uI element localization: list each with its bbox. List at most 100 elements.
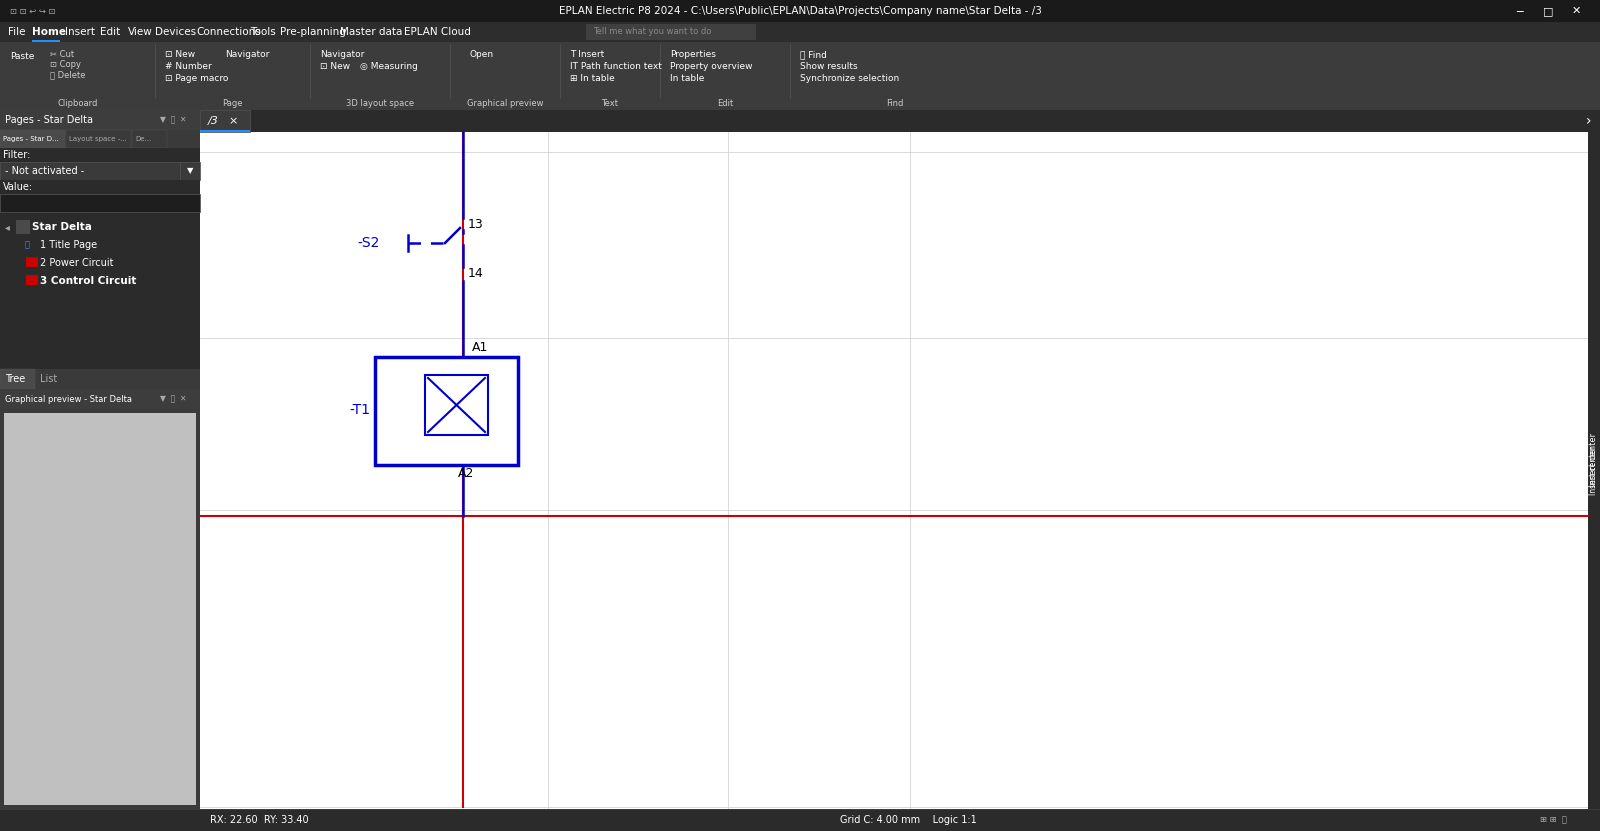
Text: In table: In table <box>670 74 704 83</box>
Bar <box>200 110 1600 132</box>
Text: 13: 13 <box>467 218 483 231</box>
Text: 🔍 Find: 🔍 Find <box>800 50 827 59</box>
Text: Master data: Master data <box>339 27 402 37</box>
Bar <box>32 40 61 42</box>
Bar <box>0 180 200 194</box>
Text: Properties: Properties <box>670 50 715 59</box>
Text: Graphical preview: Graphical preview <box>467 100 544 109</box>
Bar <box>0 42 1600 110</box>
Text: A2: A2 <box>458 467 474 480</box>
Text: File: File <box>8 27 26 37</box>
Bar <box>0 194 200 212</box>
Text: Text: Text <box>602 100 619 109</box>
Bar <box>26 275 38 285</box>
Text: ◎ Measuring: ◎ Measuring <box>360 62 418 71</box>
Text: 🔷: 🔷 <box>26 240 30 249</box>
Bar <box>131 130 166 148</box>
Text: Insert: Insert <box>66 27 94 37</box>
Text: ⊡ Page macro: ⊡ Page macro <box>165 74 229 83</box>
Text: EPLAN Cloud: EPLAN Cloud <box>403 27 470 37</box>
Text: Filter:: Filter: <box>3 150 30 160</box>
Text: 3D layout space: 3D layout space <box>346 100 414 109</box>
Text: Paste: Paste <box>10 52 34 61</box>
Text: Page: Page <box>222 100 243 109</box>
Text: ›: › <box>1586 114 1592 128</box>
Bar <box>179 162 200 180</box>
Bar <box>16 220 30 234</box>
Text: ×: × <box>229 116 237 126</box>
Text: Find: Find <box>886 100 904 109</box>
Bar <box>0 369 200 389</box>
Text: ▼: ▼ <box>187 166 194 175</box>
Text: Star Delta: Star Delta <box>32 222 91 232</box>
Bar <box>0 130 200 148</box>
Bar <box>374 357 518 465</box>
Text: ◂: ◂ <box>5 222 10 232</box>
Bar <box>0 214 200 369</box>
Text: Devices: Devices <box>155 27 197 37</box>
Text: Grid C: 4.00 mm    Logic 1:1: Grid C: 4.00 mm Logic 1:1 <box>840 815 976 825</box>
Text: IT Path function text: IT Path function text <box>570 62 662 71</box>
Bar <box>0 110 200 831</box>
Text: Show results: Show results <box>800 62 858 71</box>
Bar <box>0 389 200 409</box>
Text: A1: A1 <box>472 341 488 354</box>
Text: Navigator: Navigator <box>320 50 365 59</box>
Text: Tell me what you want to do: Tell me what you want to do <box>594 27 712 37</box>
Bar <box>0 22 1600 42</box>
Bar <box>200 110 250 132</box>
Text: ▼  📌  ✕: ▼ 📌 ✕ <box>160 116 186 125</box>
Text: Graphical preview - Star Delta: Graphical preview - Star Delta <box>5 395 131 404</box>
Text: List: List <box>40 374 58 384</box>
Text: □: □ <box>1542 6 1554 16</box>
Bar <box>0 148 200 162</box>
Text: Edit: Edit <box>99 27 120 37</box>
Text: -T1: -T1 <box>349 403 370 417</box>
Text: /3: /3 <box>208 116 219 126</box>
Text: ✂ Cut: ✂ Cut <box>50 50 74 59</box>
Bar <box>0 130 66 148</box>
Bar <box>0 369 35 389</box>
Text: Tree: Tree <box>5 374 26 384</box>
Text: Home: Home <box>32 27 66 37</box>
Text: Navigator: Navigator <box>226 50 269 59</box>
Text: ⊡ New: ⊡ New <box>165 50 195 59</box>
Bar <box>0 0 1600 22</box>
Text: ✕: ✕ <box>1571 6 1581 16</box>
Text: Synchronize selection: Synchronize selection <box>800 74 899 83</box>
Text: Pre-planning: Pre-planning <box>280 27 346 37</box>
Bar <box>0 110 200 130</box>
Text: Insert center: Insert center <box>1589 446 1598 495</box>
Text: 3 Control Circuit: 3 Control Circuit <box>40 276 136 286</box>
Text: Clipboard: Clipboard <box>58 100 98 109</box>
Text: 1 Title Page: 1 Title Page <box>40 240 98 250</box>
Text: Open: Open <box>470 50 494 59</box>
Text: Property overview: Property overview <box>670 62 752 71</box>
Bar <box>3 413 195 805</box>
Text: De...: De... <box>134 136 152 142</box>
Text: View: View <box>128 27 152 37</box>
Text: ⊡ ⊡ ↩ ↪ ⊡: ⊡ ⊡ ↩ ↪ ⊡ <box>10 7 56 16</box>
Text: Pages - Star D...: Pages - Star D... <box>3 136 59 142</box>
Text: 14: 14 <box>467 267 483 280</box>
Text: ⊡ New: ⊡ New <box>320 62 350 71</box>
Bar <box>426 375 488 435</box>
Text: ▼  📌  ✕: ▼ 📌 ✕ <box>160 395 186 404</box>
Text: # Number: # Number <box>165 62 211 71</box>
Bar <box>1587 132 1600 809</box>
Text: EPLAN Electric P8 2024 - C:\Users\Public\EPLAN\Data\Projects\Company name\Star D: EPLAN Electric P8 2024 - C:\Users\Public… <box>558 6 1042 16</box>
Bar <box>66 130 131 148</box>
Text: Layout space -...: Layout space -... <box>69 136 126 142</box>
Bar <box>200 132 1587 809</box>
Text: ⊡ Copy: ⊡ Copy <box>50 60 82 69</box>
Text: - Not activated -: - Not activated - <box>5 166 85 176</box>
Text: 🗑 Delete: 🗑 Delete <box>50 70 85 79</box>
Text: Pages - Star Delta: Pages - Star Delta <box>5 115 93 125</box>
Bar <box>0 809 1600 831</box>
Bar <box>0 409 200 809</box>
Bar <box>0 162 179 180</box>
Text: ─: ─ <box>1517 6 1523 16</box>
Text: ⊞ In table: ⊞ In table <box>570 74 614 83</box>
Text: ⊞ ⊞  🔍: ⊞ ⊞ 🔍 <box>1539 815 1566 824</box>
Text: Tools: Tools <box>250 27 275 37</box>
